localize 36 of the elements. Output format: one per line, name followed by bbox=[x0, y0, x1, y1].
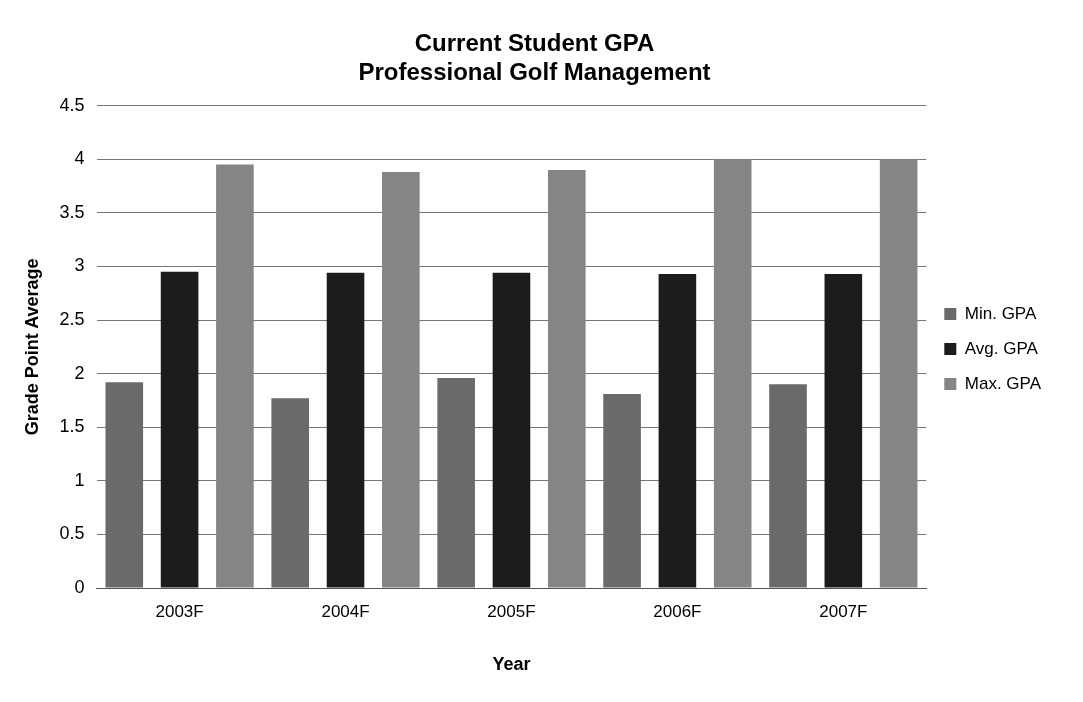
x-tick-label: 2005F bbox=[487, 601, 536, 621]
bar bbox=[824, 273, 863, 588]
x-tick-label: 2006F bbox=[653, 601, 702, 621]
bar bbox=[382, 172, 420, 588]
y-tick-label: 3 bbox=[74, 255, 85, 276]
bar bbox=[547, 169, 586, 588]
x-tick-label: 2003F bbox=[155, 601, 204, 621]
y-tick-label: 4.5 bbox=[59, 94, 85, 115]
y-tick-label: 1 bbox=[74, 469, 85, 490]
bar bbox=[603, 393, 641, 588]
bar bbox=[437, 377, 475, 588]
y-tick-label: 2 bbox=[74, 362, 85, 383]
y-tick-label: 4 bbox=[74, 148, 85, 169]
bar bbox=[713, 159, 752, 588]
y-tick-label: 3.5 bbox=[59, 201, 85, 222]
x-tick-label: 2007F bbox=[819, 601, 868, 621]
x-tick-label: 2004F bbox=[321, 601, 370, 621]
y-axis-title: Grade Point Average bbox=[21, 258, 42, 436]
y-tick-label: 0.5 bbox=[59, 523, 85, 544]
bar bbox=[271, 398, 310, 588]
y-tick-label: 2.5 bbox=[59, 308, 85, 329]
bar bbox=[105, 382, 144, 588]
x-axis-title: Year bbox=[492, 654, 531, 675]
bar bbox=[769, 384, 807, 588]
y-tick-label: 0 bbox=[74, 576, 85, 597]
legend-label: Avg. GPA bbox=[964, 338, 1039, 358]
bar bbox=[492, 272, 531, 588]
chart-title: Current Student GPA Professional Golf Management bbox=[358, 29, 711, 85]
bar bbox=[658, 273, 697, 588]
bar bbox=[326, 272, 365, 588]
bar bbox=[879, 159, 918, 588]
legend-label: Max. GPA bbox=[964, 373, 1042, 393]
legend-label: Min. GPA bbox=[964, 303, 1037, 323]
bar bbox=[160, 271, 199, 588]
bar bbox=[216, 164, 254, 588]
y-tick-label: 1.5 bbox=[59, 416, 85, 437]
